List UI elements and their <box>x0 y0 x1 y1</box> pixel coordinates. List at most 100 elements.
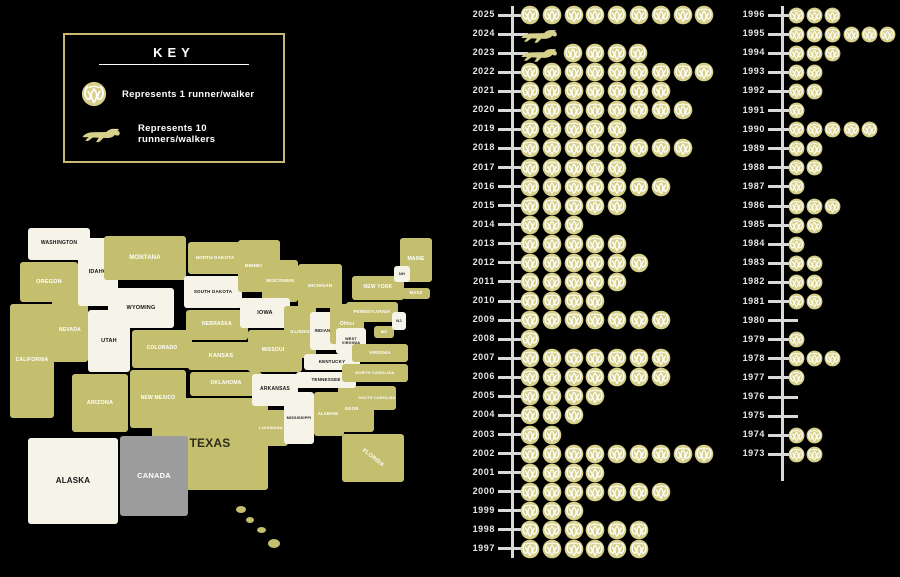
key-underline <box>99 64 249 65</box>
state-label-california: CALIFORNIA <box>15 357 49 364</box>
year-label-1977: 1977 <box>742 371 765 382</box>
year-label-2011: 2011 <box>473 275 495 286</box>
state-hawaii-island-3 <box>257 527 266 533</box>
ram-head-icon <box>585 539 605 559</box>
state-label-florida: FLORIDA <box>361 447 386 469</box>
state-label-alaska: ALASKA <box>55 476 91 486</box>
ram-head-icon <box>861 121 878 138</box>
ram-head-icon <box>879 26 896 43</box>
ram-head-icon <box>806 159 823 176</box>
ram-head-icon <box>542 62 562 82</box>
state-south-carolina: SOUTH CAROLINA <box>358 386 396 410</box>
ram-head-icon <box>520 444 540 464</box>
ram-head-icon <box>607 272 627 292</box>
tick-1977 <box>768 376 798 380</box>
ram-head-icon <box>788 236 805 253</box>
tick-2025 <box>498 13 528 17</box>
ram-head-icon <box>607 5 627 25</box>
state-label-washington: WASHINGTON <box>40 240 78 247</box>
state-label-utah: UTAH <box>101 337 117 344</box>
ram-head-icon <box>651 100 671 120</box>
year-label-1983: 1983 <box>742 257 765 268</box>
ram-head-icon <box>607 43 627 63</box>
year-label-2004: 2004 <box>472 409 495 420</box>
state-new-mexico: NEW MEXICO <box>130 370 186 428</box>
key-item-ten-runners: Represents 10 runners/walkers <box>81 123 283 145</box>
ram-head-icon <box>585 463 605 483</box>
year-label-2015: 2015 <box>472 199 495 210</box>
ram-head-icon <box>628 43 648 63</box>
state-label-iowa: IOWA <box>257 309 273 316</box>
ram-head-icon <box>607 520 627 540</box>
ram-head-icon <box>629 444 649 464</box>
ram-head-icon <box>520 329 540 349</box>
ram-head-icon <box>673 100 693 120</box>
ram-head-icon <box>520 100 540 120</box>
tick-1986 <box>768 204 798 208</box>
year-label-2000: 2000 <box>472 485 495 496</box>
tick-2001 <box>498 471 528 475</box>
ram-head-icon <box>585 520 605 540</box>
state-mississippi: MISSISSIPPI <box>284 392 314 444</box>
year-label-1999: 1999 <box>472 504 495 515</box>
state-alaska: ALASKA <box>28 438 118 524</box>
ram-head-icon <box>520 520 540 540</box>
ram-head-icon <box>520 196 540 216</box>
tick-2003 <box>498 433 528 437</box>
ram-head-icon <box>788 446 805 463</box>
tick-2010 <box>498 299 528 303</box>
ram-head-icon <box>564 196 584 216</box>
tick-1979 <box>768 338 798 342</box>
tick-1988 <box>768 166 798 170</box>
tick-1975 <box>768 414 798 418</box>
tick-1984 <box>768 242 798 246</box>
year-label-2017: 2017 <box>472 161 495 172</box>
state-label-texas: TEXAS <box>189 436 231 451</box>
ram-head-icon <box>520 539 540 559</box>
state-hawaii-island-1 <box>236 506 246 513</box>
ram-head-icon <box>564 348 584 368</box>
ram-head-icon <box>607 62 627 82</box>
year-label-1981: 1981 <box>742 295 765 306</box>
state-label-alabama: ALABAMA <box>317 410 341 416</box>
ram-head-icon <box>542 501 562 521</box>
ram-head-icon <box>629 100 649 120</box>
state-label-kentucky: KENTUCKY <box>318 359 346 365</box>
ram-head-icon <box>788 45 805 62</box>
ram-head-icon <box>520 119 540 139</box>
tick-1995 <box>768 32 798 36</box>
ram-head-icon <box>542 253 562 273</box>
ram-head-icon <box>824 7 841 24</box>
ram-head-icon <box>788 64 805 81</box>
ram-head-icon <box>564 158 584 178</box>
state-label-oregon: OREGON <box>36 278 62 285</box>
state-new-hampshire: NH <box>394 266 410 282</box>
state-kansas: KANSAS <box>188 342 254 370</box>
ram-head-icon <box>585 62 605 82</box>
ram-head-icon <box>585 253 605 273</box>
state-label-nebraska: NEBRASKA <box>202 321 232 328</box>
ram-head-icon <box>564 62 584 82</box>
ram-head-icon <box>607 539 627 559</box>
ram-head-icon <box>651 482 671 502</box>
tick-1992 <box>768 89 798 93</box>
tick-1987 <box>768 185 798 189</box>
state-label-new-york: NEW YORK <box>363 284 393 291</box>
tick-1994 <box>768 51 798 55</box>
year-label-2010: 2010 <box>472 295 495 306</box>
tick-1990 <box>768 128 798 132</box>
ram-head-icon <box>806 255 823 272</box>
year-label-2001: 2001 <box>472 466 495 477</box>
ram-head-icon <box>585 177 605 197</box>
year-label-2025: 2025 <box>472 9 495 19</box>
state-label-wisconsin: WISCONSIN <box>266 278 294 284</box>
ram-head-icon <box>607 196 627 216</box>
state-label-west-virginia: WEST VIRGINIA <box>341 336 361 345</box>
state-label-maryland: MD <box>380 328 388 334</box>
state-south-dakota: SOUTH DAKOTA <box>184 276 242 308</box>
tick-2009 <box>498 318 528 322</box>
ram-head-icon <box>542 196 562 216</box>
ram-head-icon <box>542 310 562 330</box>
ram-head-icon <box>843 26 860 43</box>
state-virginia: VIRGINIA <box>352 344 408 362</box>
